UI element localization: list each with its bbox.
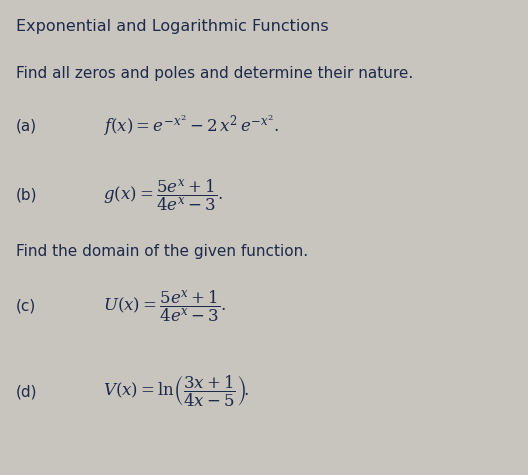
Text: $g(x) = \dfrac{5e^{x}+1}{4e^{x}-3}.$: $g(x) = \dfrac{5e^{x}+1}{4e^{x}-3}.$ <box>103 177 223 213</box>
Text: (d): (d) <box>16 384 37 399</box>
Text: $V(x) = \ln\!\left(\dfrac{3x+1}{4x-5}\right)\!.$: $V(x) = \ln\!\left(\dfrac{3x+1}{4x-5}\ri… <box>103 374 249 409</box>
Text: Exponential and Logarithmic Functions: Exponential and Logarithmic Functions <box>16 19 328 34</box>
Text: (c): (c) <box>16 299 36 314</box>
Text: Find the domain of the given function.: Find the domain of the given function. <box>16 244 308 259</box>
Text: $U(x) = \dfrac{5e^{x}+1}{4e^{x}-3}.$: $U(x) = \dfrac{5e^{x}+1}{4e^{x}-3}.$ <box>103 288 227 324</box>
Text: (b): (b) <box>16 187 37 202</box>
Text: $f(x) = e^{-x^2} - 2\,x^2\, e^{-x^2}.$: $f(x) = e^{-x^2} - 2\,x^2\, e^{-x^2}.$ <box>103 114 279 138</box>
Text: Find all zeros and poles and determine their nature.: Find all zeros and poles and determine t… <box>16 66 413 81</box>
Text: (a): (a) <box>16 118 37 133</box>
